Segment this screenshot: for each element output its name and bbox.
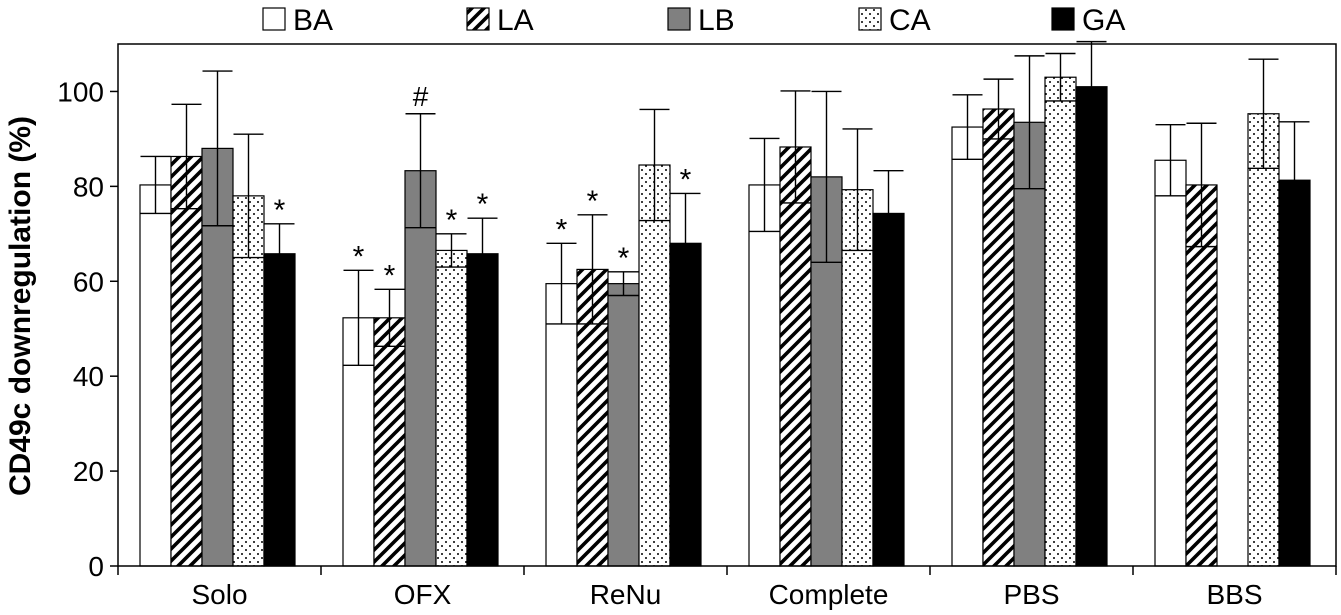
error-bar-ba-renu	[546, 242, 577, 325]
plot-area: * * * * # * * * * *	[139, 40, 1311, 567]
error-bar-la-bbs	[1186, 122, 1217, 248]
legend-item-ga: GA	[1051, 4, 1125, 37]
bar-ca-bbs	[1247, 113, 1280, 567]
bar-ca-pbs	[1044, 76, 1077, 567]
error-bar-ca-solo	[233, 133, 264, 259]
error-bar-ca-ofx	[436, 233, 467, 268]
legend-label-ca: CA	[889, 4, 931, 37]
error-bar-ca-renu	[639, 108, 670, 222]
bar-la-ofx	[373, 317, 406, 567]
significance-mark-ba-renu: *	[556, 213, 568, 246]
error-bar-ga-renu	[670, 192, 701, 294]
significance-mark-ga-ofx: *	[477, 188, 489, 221]
significance-mark-la-ofx: *	[384, 259, 396, 292]
error-bar-ba-pbs	[952, 94, 983, 161]
y-tick-label: 60	[73, 266, 104, 297]
error-bar-la-ofx	[374, 288, 405, 347]
bar-ba-solo	[139, 184, 172, 567]
x-tick-label-complete: Complete	[769, 579, 889, 610]
error-bar-la-renu	[577, 214, 608, 325]
bar-ga-solo	[263, 253, 296, 567]
error-bar-ga-solo	[264, 223, 295, 285]
legend-item-lb: LB	[667, 4, 735, 37]
bar-la-pbs	[982, 108, 1015, 567]
x-tick-label-ofx: OFX	[394, 579, 452, 610]
bar-ba-bbs	[1154, 159, 1187, 567]
error-bar-ba-ofx	[343, 269, 374, 366]
bar-ca-ofx	[435, 249, 468, 567]
significance-mark-ca-ofx: *	[446, 204, 458, 237]
error-bar-lb-renu	[608, 271, 639, 297]
significance-mark-lb-renu: *	[618, 242, 630, 275]
legend-swatch-ga	[1051, 7, 1075, 31]
bar-ba-renu	[545, 283, 578, 567]
y-axis-label: CD49c downregulation (%)	[4, 116, 37, 496]
error-bar-ba-bbs	[1155, 123, 1186, 197]
bar-ga-complete	[872, 212, 905, 567]
error-bar-ga-bbs	[1279, 121, 1310, 240]
bar-ga-ofx	[466, 253, 499, 567]
legend: BA LA LB CA GA	[262, 4, 1125, 37]
legend-item-la: LA	[466, 4, 534, 37]
x-tick-label-renu: ReNu	[590, 579, 662, 610]
bar-ca-complete	[841, 189, 874, 567]
y-tick-label: 20	[73, 456, 104, 487]
significance-mark-ga-solo: *	[274, 194, 286, 227]
error-bar-ba-complete	[749, 137, 780, 233]
x-tick-label-pbs: PBS	[1003, 579, 1059, 610]
error-bar-ca-complete	[842, 128, 873, 252]
bar-la-solo	[170, 155, 203, 567]
x-tick-label-solo: Solo	[191, 579, 247, 610]
legend-label-ga: GA	[1082, 4, 1125, 37]
bar-lb-solo	[201, 147, 234, 567]
error-bar-lb-pbs	[1014, 55, 1045, 190]
error-bar-ga-complete	[873, 170, 904, 257]
bar-ba-pbs	[951, 126, 984, 567]
y-tick-label: 100	[57, 76, 104, 107]
legend-swatch-ca	[858, 7, 882, 31]
error-bar-la-pbs	[983, 78, 1014, 140]
legend-label-ba: BA	[293, 4, 333, 37]
error-bar-lb-complete	[811, 90, 842, 263]
legend-item-ca: CA	[858, 4, 931, 37]
error-bar-lb-solo	[202, 70, 233, 227]
bar-la-complete	[779, 146, 812, 567]
error-bar-la-solo	[171, 103, 202, 210]
y-tick-label: 40	[73, 361, 104, 392]
bar-lb-renu	[607, 283, 640, 567]
significance-mark-ga-renu: *	[680, 163, 692, 196]
y-tick-label: 0	[88, 551, 104, 582]
bar-lb-pbs	[1013, 121, 1046, 567]
legend-swatch-la	[466, 7, 490, 31]
x-tick-label-bbs: BBS	[1206, 579, 1262, 610]
bar-ga-bbs	[1278, 179, 1311, 567]
legend-label-la: LA	[497, 4, 534, 37]
legend-item-ba: BA	[262, 4, 333, 37]
legend-swatch-ba	[262, 7, 286, 31]
significance-mark-lb-ofx: #	[413, 81, 429, 112]
y-tick-label: 80	[73, 171, 104, 202]
plot-frame	[117, 43, 1337, 567]
legend-swatch-lb	[667, 7, 691, 31]
error-bar-ca-bbs	[1248, 58, 1279, 170]
error-bar-ga-ofx	[467, 217, 498, 291]
error-bar-ca-pbs	[1045, 52, 1076, 102]
bar-ca-renu	[638, 164, 671, 567]
axes: 0 20 40 60 80 100 Solo OFX ReNu Complete PBS BBS	[57, 43, 1337, 610]
bar-lb-ofx	[404, 170, 437, 567]
bar-ga-pbs	[1075, 86, 1108, 567]
bar-ba-complete	[748, 184, 781, 567]
error-bar-lb-ofx	[405, 113, 436, 229]
error-bar-ba-solo	[140, 155, 171, 215]
error-bar-ga-pbs	[1076, 40, 1107, 133]
error-bar-la-complete	[780, 90, 811, 204]
significance-mark-ba-ofx: *	[353, 240, 365, 273]
significance-mark-la-renu: *	[587, 185, 599, 218]
legend-label-lb: LB	[698, 4, 735, 37]
